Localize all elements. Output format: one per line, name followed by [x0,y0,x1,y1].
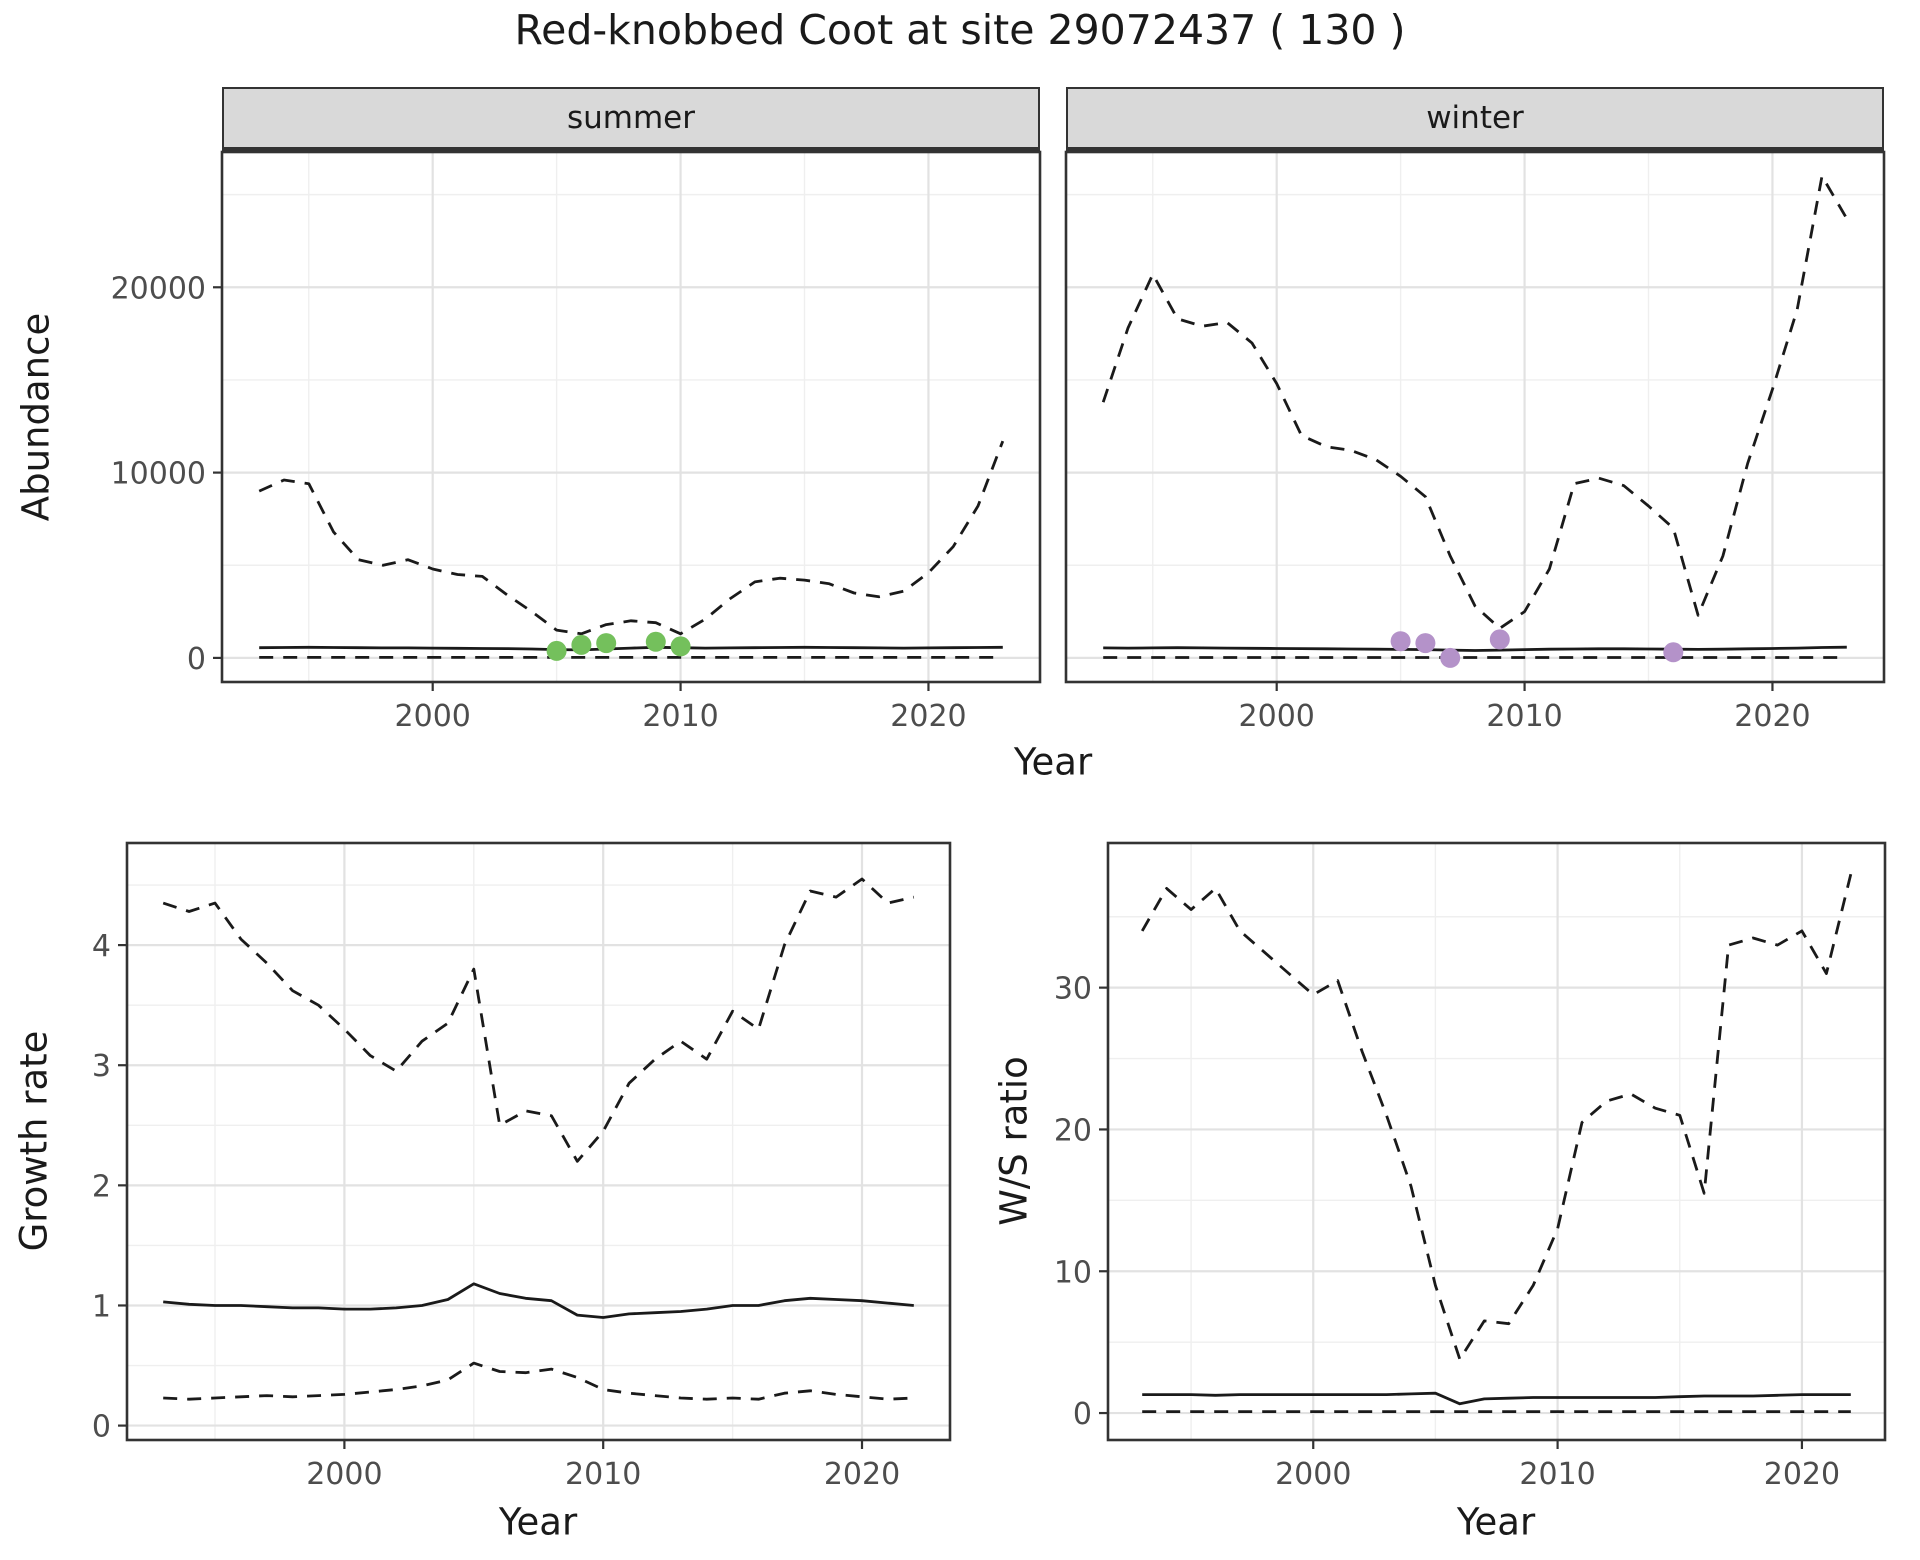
facet-strip-summer: summer [222,87,1040,152]
y-tick-label: 30 [1054,972,1092,1007]
facet-label-summer: summer [566,100,695,136]
panel-background [1108,843,1885,1440]
y-tick-label: 0 [92,1410,111,1445]
data-point-observed_counts [546,640,567,661]
series-lower_ci [163,1361,914,1401]
series-upper_ci [258,440,1005,636]
ws-ratio-chart: 2000 2010 2020 0 10 20 30 [1054,841,1887,1492]
data-point-observed_counts [1390,631,1411,652]
y-tick-label: 2 [92,1169,111,1204]
growth-rate-chart: 2000 2010 2020 0 1 2 3 4 [92,841,952,1492]
y-axis-title-abundance: Abundance [14,312,58,522]
panel-border [220,150,1042,684]
x-tick-label: 2000 [1275,1457,1351,1492]
panel-background [127,843,950,1440]
data-point-observed_counts [670,636,691,657]
series-median [1142,1391,1851,1406]
x-tick-label: 2020 [890,699,966,734]
x-tick-label: 2000 [1239,699,1315,734]
abundance-summer-chart: 2000 2010 2020 0 10000 20000 [111,150,1042,734]
x-tick-label: 2010 [642,699,718,734]
y-tick-label: 0 [187,642,206,677]
panel-background [1066,152,1884,682]
x-tick-label: 2000 [306,1457,382,1492]
facet-label-winter: winter [1426,100,1524,136]
data-point-observed_counts [571,634,592,655]
plot-title: Red-knobbed Coot at site 29072437 ( 130 … [514,6,1406,54]
series-median [1103,645,1847,652]
x-tick-label: 2010 [1486,699,1562,734]
x-tick-label: 2010 [1519,1457,1595,1492]
panel-background [222,152,1040,682]
x-axis-title-year-growth: Year [498,1500,578,1544]
series-median [163,1282,914,1319]
x-axis-title-year-ws: Year [1456,1500,1536,1544]
data-point-observed_counts [596,633,617,654]
x-tick-label: 2020 [824,1457,900,1492]
y-tick-label: 10000 [111,457,206,492]
abundance-winter-chart: 2000 2010 2020 [1064,150,1886,734]
data-point-observed_counts [1663,642,1684,663]
y-tick-label: 20000 [111,271,206,306]
series-median [259,645,1003,652]
panel-border [125,841,952,1442]
x-axis-title-year-top: Year [1013,740,1093,784]
x-tick-label: 2020 [1734,699,1810,734]
y-tick-label: 4 [92,929,111,964]
data-point-observed_counts [1440,647,1461,668]
data-point-observed_counts [1415,633,1436,654]
data-point-observed_counts [645,631,666,652]
series-upper_ci [162,877,915,1163]
y-tick-label: 0 [1073,1397,1092,1432]
series-upper_ci [1140,873,1853,1361]
y-tick-label: 1 [92,1289,111,1324]
x-tick-label: 2010 [565,1457,641,1492]
series-upper_ci [1101,174,1849,630]
data-point-observed_counts [1489,629,1510,650]
y-tick-label: 10 [1054,1255,1092,1290]
x-tick-label: 2020 [1764,1457,1840,1492]
panel-border [1064,150,1886,684]
facet-strip-winter: winter [1066,87,1884,152]
x-tick-label: 2000 [395,699,471,734]
panel-border [1106,841,1887,1442]
y-tick-label: 20 [1054,1113,1092,1148]
y-tick-label: 3 [92,1049,111,1084]
